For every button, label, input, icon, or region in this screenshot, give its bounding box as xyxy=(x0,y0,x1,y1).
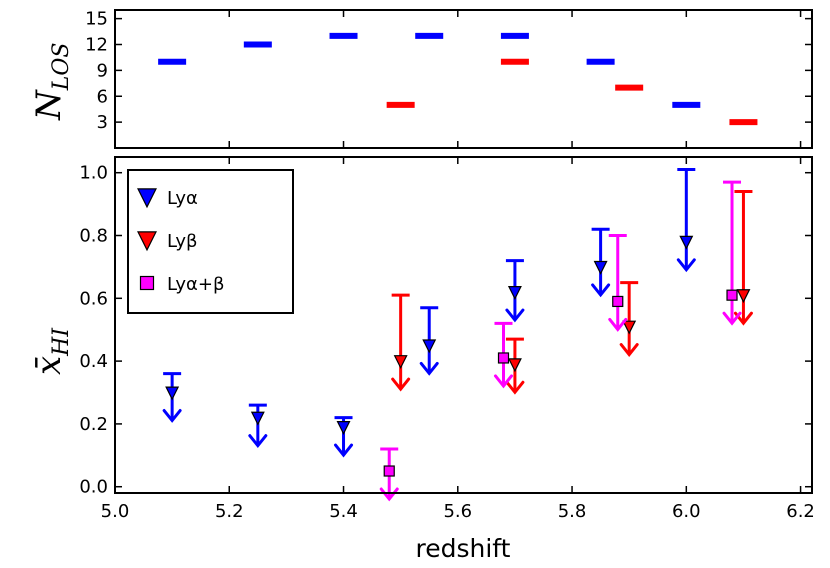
limit-arrowhead-lyβ xyxy=(391,377,411,392)
top-ytick-label: 15 xyxy=(85,9,108,30)
limit-lyαplus-β xyxy=(722,180,742,326)
top-panel-ticks: 3 6 9 12 15 xyxy=(85,9,812,148)
limit-arrowhead-lyα xyxy=(248,434,268,449)
top-ytick-label: 6 xyxy=(97,86,108,107)
bottom-ytick-label: 0.8 xyxy=(79,226,108,247)
limit-arrowhead-lyαplus-β xyxy=(608,317,628,332)
legend-marker-lyβ xyxy=(137,231,157,252)
limit-arrowhead-lyα xyxy=(505,308,525,323)
bottom-panel-frame xyxy=(114,156,813,494)
bottom-xtick-label: 5.8 xyxy=(558,501,587,522)
top-ytick-label: 9 xyxy=(97,60,108,81)
limit-lyβ xyxy=(619,281,639,357)
bottom-xtick-label: 5.2 xyxy=(215,501,244,522)
bottom-ytick-label: 0.0 xyxy=(79,477,108,498)
legend-label-lyα: Lyα xyxy=(167,188,198,209)
value-marker-lyα xyxy=(593,260,608,275)
bottom-ytick-label: 1.0 xyxy=(79,163,108,184)
limit-lyα xyxy=(162,372,182,423)
legend-frame xyxy=(127,169,294,314)
value-marker-lyβ xyxy=(507,358,522,373)
limit-lyβ xyxy=(733,190,753,326)
limit-arrowhead-lyα xyxy=(334,443,354,458)
limit-arrowhead-lyβ xyxy=(505,380,525,395)
bottom-xtick-label: 6.2 xyxy=(786,501,815,522)
limit-lyα xyxy=(505,259,525,323)
limit-lyα xyxy=(334,416,354,458)
limit-arrowhead-lyα xyxy=(591,283,611,298)
limit-lyβ xyxy=(505,337,525,395)
bottom-xtick-label: 5.4 xyxy=(329,501,358,522)
top-ytick-label: 3 xyxy=(97,112,108,133)
value-marker-lyα xyxy=(165,386,180,401)
value-marker-lyβ xyxy=(393,355,408,370)
limit-lyαplus-β xyxy=(608,234,628,332)
top-ytick-label: 12 xyxy=(85,35,108,56)
value-marker-lyαplus-β xyxy=(497,352,510,364)
value-marker-lyαplus-β xyxy=(726,289,738,301)
bottom-xlabel: redshift xyxy=(416,534,511,563)
value-marker-lyαplus-β xyxy=(383,465,395,477)
top-panel-marks xyxy=(158,32,758,126)
limit-arrowhead-lyαplus-β xyxy=(722,311,742,326)
top-ylabel-main: N xyxy=(29,89,69,121)
legend: Lyα Lyβ Lyα+β xyxy=(127,169,294,314)
limit-lyα xyxy=(419,306,439,376)
limit-arrowhead-lyα xyxy=(162,409,182,423)
limit-arrowhead-lyβ xyxy=(619,343,639,357)
bottom-ylabel: x̄HI xyxy=(29,327,74,375)
legend-label-lyβ: Lyβ xyxy=(167,231,198,252)
top-ylabel: NLOS xyxy=(29,43,74,121)
value-marker-lyβ xyxy=(736,289,751,304)
limit-lyαplus-β xyxy=(493,321,513,389)
value-marker-lyαplus-β xyxy=(612,295,624,308)
legend-marker-lyα xyxy=(137,188,157,209)
bottom-ytick-label: 0.2 xyxy=(79,414,108,435)
bottom-xtick-label: 6.0 xyxy=(672,501,701,522)
top-panel-frame xyxy=(114,9,813,149)
bottom-panel-xhi: 0.00.20.40.60.81.05.0 5.2 5.4 5.6 5.8 6.0 6.2 … xyxy=(29,156,815,563)
bottom-ytick-label: 0.4 xyxy=(79,351,108,372)
bottom-panel-ticks: 0.0 0.2 0.4 0.6 0.8 1.0 5.0 5.2 5.4 5.6 5.8 6.0 6.2 xyxy=(79,157,815,522)
limit-lyα xyxy=(591,227,611,298)
bottom-ylabel-sub: HI xyxy=(49,327,74,357)
legend-label-lyαplus-β: Lyα+β xyxy=(167,274,224,295)
value-marker-lyα xyxy=(422,339,437,354)
top-panel-nlos: 3 6 9 12 15 NLOS xyxy=(29,9,813,149)
value-marker-lyα xyxy=(250,411,265,426)
value-marker-lyα xyxy=(679,235,694,250)
bottom-ylabel-main: x̄ xyxy=(29,356,69,375)
value-marker-lyα xyxy=(507,286,522,300)
legend-marker-lyαplus-β xyxy=(139,275,155,291)
bottom-xtick-label: 5.6 xyxy=(443,501,472,522)
limit-arrowhead-lyαplus-β xyxy=(493,374,513,389)
bottom-panel-marks xyxy=(162,168,753,502)
top-ylabel-sub: LOS xyxy=(49,43,74,92)
limit-lyβ xyxy=(391,293,411,392)
bottom-ytick-label: 0.6 xyxy=(79,288,108,309)
value-marker-lyα xyxy=(336,421,351,435)
limit-lyαplus-β xyxy=(379,447,399,502)
limit-arrowhead-lyα xyxy=(419,361,439,376)
limit-lyα xyxy=(676,168,696,273)
value-marker-lyβ xyxy=(622,320,637,335)
limit-lyα xyxy=(248,403,268,449)
bottom-xtick-label: 5.0 xyxy=(101,501,130,522)
limit-arrowhead-lyα xyxy=(676,258,696,273)
